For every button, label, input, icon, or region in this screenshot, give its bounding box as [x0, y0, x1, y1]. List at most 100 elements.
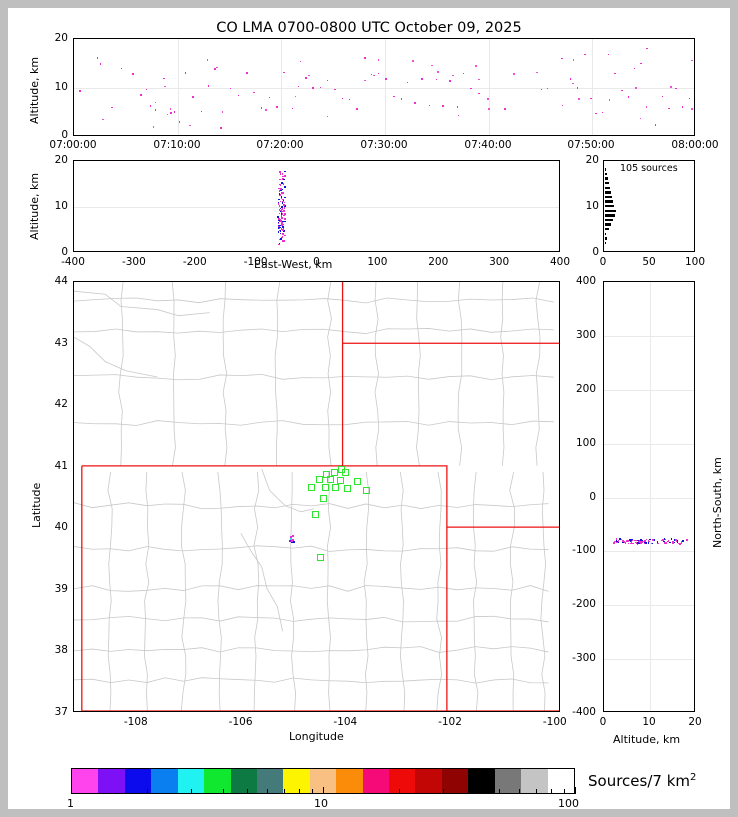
source-point [216, 66, 218, 69]
source-point [282, 229, 284, 231]
source-point [132, 73, 134, 75]
east-west-altitude-panel[interactable] [73, 160, 560, 252]
source-point [277, 201, 280, 204]
source-point [284, 234, 286, 237]
source-point [279, 230, 282, 232]
colorbar-swatch [521, 769, 548, 793]
source-point [279, 184, 282, 186]
source-point [290, 541, 293, 544]
gridline-time [281, 39, 282, 135]
source-point [279, 194, 281, 196]
source-point [281, 173, 284, 175]
north-south-ylabel: North-South, km [711, 457, 724, 548]
altitude-histogram-panel[interactable] [603, 160, 695, 252]
colorbar-tick [536, 789, 537, 794]
source-point [645, 538, 648, 541]
source-point [412, 60, 414, 62]
source-point [283, 204, 285, 206]
time-panel-ylabel: Altitude, km [28, 56, 41, 124]
source-point [184, 72, 187, 74]
density-cell [354, 478, 362, 485]
source-point [79, 90, 81, 92]
source-point [281, 205, 283, 208]
xtick-0800: 08:00:00 [671, 139, 719, 151]
source-point [364, 79, 366, 82]
source-point [629, 540, 632, 543]
colorbar-title-exponent: 2 [690, 772, 697, 783]
source-point [281, 224, 283, 226]
source-point [280, 228, 283, 230]
source-point [281, 188, 283, 191]
north-south-altitude-panel[interactable] [603, 281, 695, 712]
source-point [265, 109, 267, 111]
source-point [292, 539, 294, 542]
source-point [654, 124, 657, 126]
histogram-bar [605, 241, 607, 245]
source-point [661, 539, 664, 541]
source-point [569, 78, 572, 80]
xtick-ns-20: 20 [688, 716, 702, 728]
source-point [334, 88, 336, 91]
source-point [281, 206, 283, 209]
source-point [406, 81, 409, 84]
colorbar-tick [519, 789, 521, 794]
source-point [686, 539, 688, 541]
time-altitude-panel[interactable] [73, 38, 695, 136]
histogram-bar [605, 195, 613, 199]
ytick-ew-20: 20 [54, 154, 68, 166]
histogram-bar [605, 209, 616, 212]
source-point [292, 541, 295, 544]
xtick-0740: 07:40:00 [464, 139, 512, 151]
source-point [278, 183, 281, 186]
colorbar-swatch [441, 769, 469, 793]
source-point [279, 200, 282, 203]
colorbar-tick-100: 100 [558, 797, 579, 810]
source-point [619, 538, 621, 540]
source-point [279, 173, 282, 176]
source-point [691, 59, 693, 62]
source-point [435, 78, 438, 81]
source-point [280, 237, 283, 239]
source-point [294, 95, 297, 98]
source-point [96, 57, 99, 59]
source-point [278, 187, 280, 190]
histogram-bar [605, 223, 612, 226]
source-point [278, 220, 281, 223]
source-point [308, 74, 310, 77]
source-point [282, 178, 284, 180]
colorbar-tick [284, 789, 285, 794]
source-point [627, 542, 630, 545]
histogram-bar [605, 172, 607, 176]
source-point [675, 539, 677, 541]
source-point [673, 539, 676, 541]
source-point [278, 190, 281, 192]
ytick-map-37: 37 [54, 706, 68, 718]
colorbar[interactable] [71, 768, 575, 794]
colorbar-swatch [177, 769, 205, 793]
xtick-ew-0: 0 [313, 256, 320, 268]
source-point [283, 214, 286, 216]
map-panel[interactable] [73, 281, 560, 712]
gridline-10km [74, 88, 694, 89]
source-point [649, 538, 651, 541]
source-point [635, 539, 638, 542]
source-point [277, 222, 280, 225]
source-point [192, 96, 194, 98]
colorbar-tick [398, 789, 400, 794]
histogram-bar [605, 182, 609, 185]
source-point [421, 78, 423, 80]
source-point [663, 542, 666, 544]
source-point [277, 216, 279, 218]
source-point [283, 230, 285, 232]
source-point [282, 192, 284, 194]
xtick-0720: 07:20:00 [256, 139, 304, 151]
source-point [647, 542, 650, 545]
source-point [456, 106, 459, 108]
ytick-time-10: 10 [54, 81, 68, 93]
source-point [673, 541, 676, 544]
source-point [277, 203, 280, 205]
xtick-ns-0: 0 [599, 716, 607, 728]
source-point [214, 68, 216, 70]
source-point [164, 85, 166, 88]
xtick-map-neg104: -104 [333, 716, 358, 728]
